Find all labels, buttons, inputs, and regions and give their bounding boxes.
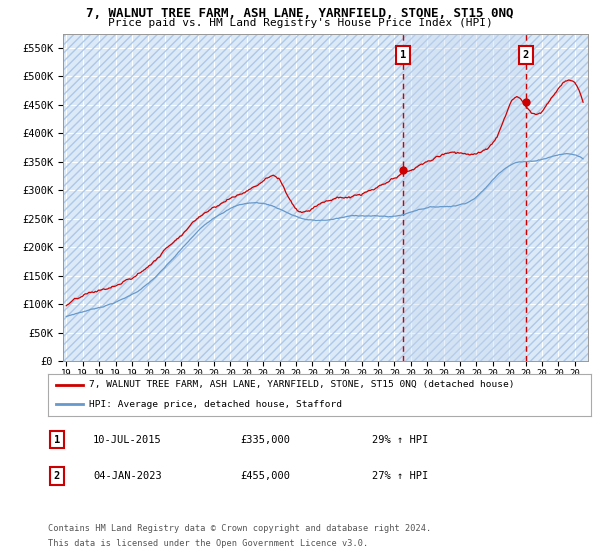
Text: 2: 2 xyxy=(54,471,60,481)
Text: £455,000: £455,000 xyxy=(240,471,290,481)
Text: 04-JAN-2023: 04-JAN-2023 xyxy=(93,471,162,481)
Text: 10-JUL-2015: 10-JUL-2015 xyxy=(93,435,162,445)
Text: 27% ↑ HPI: 27% ↑ HPI xyxy=(372,471,428,481)
Text: Price paid vs. HM Land Registry's House Price Index (HPI): Price paid vs. HM Land Registry's House … xyxy=(107,18,493,29)
Text: 1: 1 xyxy=(400,50,406,60)
Bar xyxy=(403,34,526,361)
Text: HPI: Average price, detached house, Stafford: HPI: Average price, detached house, Staf… xyxy=(89,400,342,409)
Text: 29% ↑ HPI: 29% ↑ HPI xyxy=(372,435,428,445)
Text: 7, WALNUT TREE FARM, ASH LANE, YARNFIELD, STONE, ST15 0NQ: 7, WALNUT TREE FARM, ASH LANE, YARNFIELD… xyxy=(86,7,514,20)
Text: This data is licensed under the Open Government Licence v3.0.: This data is licensed under the Open Gov… xyxy=(48,539,368,548)
Text: 2: 2 xyxy=(523,50,529,60)
Text: 7, WALNUT TREE FARM, ASH LANE, YARNFIELD, STONE, ST15 0NQ (detached house): 7, WALNUT TREE FARM, ASH LANE, YARNFIELD… xyxy=(89,380,514,389)
Text: 1: 1 xyxy=(54,435,60,445)
Text: Contains HM Land Registry data © Crown copyright and database right 2024.: Contains HM Land Registry data © Crown c… xyxy=(48,524,431,533)
Text: £335,000: £335,000 xyxy=(240,435,290,445)
